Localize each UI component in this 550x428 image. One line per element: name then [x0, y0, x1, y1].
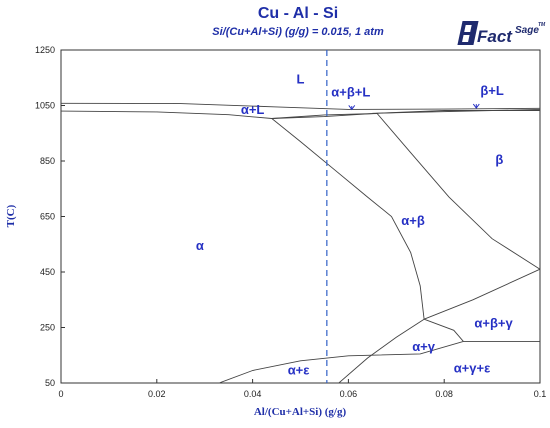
phase-boundaries	[60, 102, 541, 384]
region-label: L	[297, 71, 305, 86]
y-tick-label: 1050	[35, 101, 55, 111]
arrow-head-icon	[472, 103, 480, 109]
x-tick-label: 0.02	[148, 389, 166, 399]
y-tick-label: 650	[40, 212, 55, 222]
boundary-alpha+beta/beta	[376, 113, 541, 270]
region-label: α+L	[241, 102, 265, 117]
region-label: β+L	[480, 83, 504, 98]
x-tick-label: 0.04	[244, 389, 262, 399]
region-label: α+β+γ	[474, 316, 513, 331]
y-tick-label: 1250	[35, 45, 55, 55]
logo-tm: TM	[538, 22, 546, 28]
factsage-logo: Fact Sage TM	[457, 21, 546, 46]
x-axis-ticks: 0 0.02 0.04 0.06 0.08 0.1	[58, 379, 546, 399]
region-label: α+ε	[288, 363, 310, 378]
x-axis-label: Al/(Cu+Al+Si) (g/g)	[254, 406, 347, 418]
region-label: α+γ+ε	[454, 360, 491, 375]
boundary-liquidus	[60, 102, 541, 110]
y-tick-label: 50	[45, 378, 55, 388]
boundary-gamma-left	[338, 318, 425, 384]
boundary-eutectoid-line	[423, 268, 541, 320]
boundary-gamma-upper	[423, 318, 464, 342]
region-label: β	[495, 152, 503, 167]
region-label: α+β	[401, 213, 425, 228]
y-tick-label: 850	[40, 156, 55, 166]
y-tick-label: 450	[40, 267, 55, 277]
phase-region-labels: Lα+β+L β+L α+L β α+β α α+β+γ α+γ α+ε α+γ+ε	[196, 71, 514, 377]
y-tick-label: 250	[40, 323, 55, 333]
boundary-alpha/alpha+beta	[271, 118, 425, 320]
x-tick-label: 0.1	[534, 389, 547, 399]
plot-frame	[60, 49, 541, 384]
region-label: α+β+L	[331, 85, 370, 100]
arrow-head-icon	[348, 105, 356, 111]
region-label: α+γ	[412, 339, 436, 354]
boundary-alpha-beta-right-top	[271, 113, 378, 119]
boundary-epsilon-boundary	[218, 340, 540, 384]
chart-subtitle: Si/(Cu+Al+Si) (g/g) = 0.015, 1 atm	[212, 26, 384, 38]
logo-glyph-icon	[457, 21, 479, 45]
y-axis-ticks: 50 250 450 650 850 1050 1250	[35, 45, 65, 388]
x-tick-label: 0.08	[435, 389, 453, 399]
logo-text-sup: Sage	[515, 25, 539, 36]
y-axis-label: T(C)	[5, 204, 17, 227]
chart-title: Cu - Al - Si	[258, 5, 338, 22]
boundary-solidus	[60, 110, 540, 119]
x-tick-label: 0	[58, 389, 63, 399]
logo-text-main: Fact	[477, 27, 513, 46]
region-label: α	[196, 238, 204, 253]
x-tick-label: 0.06	[340, 389, 358, 399]
label-arrows	[348, 103, 480, 111]
boundary-beta-liquid-solvus	[372, 108, 541, 114]
